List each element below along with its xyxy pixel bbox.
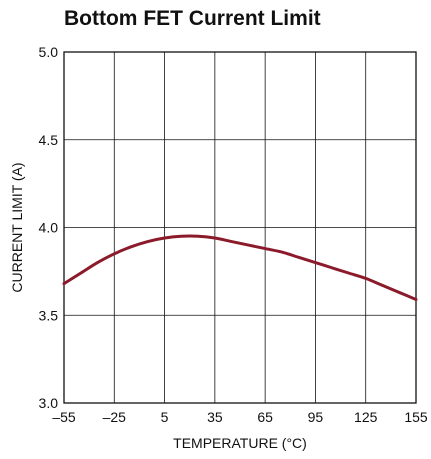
x-tick-label: –25 bbox=[103, 409, 127, 425]
y-tick-label: 3.0 bbox=[39, 395, 59, 411]
x-axis-ticks: –55 –25 5 35 65 95 125 155 bbox=[52, 409, 428, 425]
x-axis-label: TEMPERATURE (°C) bbox=[173, 435, 307, 451]
y-tick-label: 4.0 bbox=[39, 220, 59, 236]
x-tick-label: 35 bbox=[207, 409, 223, 425]
y-axis-label: CURRENT LIMIT (A) bbox=[9, 162, 25, 292]
y-tick-label: 4.5 bbox=[39, 132, 59, 148]
current-limit-series-line bbox=[62, 234, 418, 301]
x-tick-label: 5 bbox=[161, 409, 169, 425]
x-tick-label: 155 bbox=[404, 409, 428, 425]
y-axis-ticks: 3.0 3.5 4.0 4.5 5.0 bbox=[39, 44, 59, 411]
x-tick-label: 125 bbox=[354, 409, 378, 425]
plot-frame bbox=[63, 51, 417, 404]
chart-title: Bottom FET Current Limit bbox=[64, 7, 321, 30]
grid-lines bbox=[64, 52, 416, 403]
x-tick-label: 65 bbox=[257, 409, 273, 425]
series-layer bbox=[62, 234, 418, 301]
y-tick-label: 3.5 bbox=[39, 307, 59, 323]
x-tick-label: –55 bbox=[52, 409, 76, 425]
y-tick-label: 5.0 bbox=[39, 44, 59, 60]
x-tick-label: 95 bbox=[308, 409, 324, 425]
